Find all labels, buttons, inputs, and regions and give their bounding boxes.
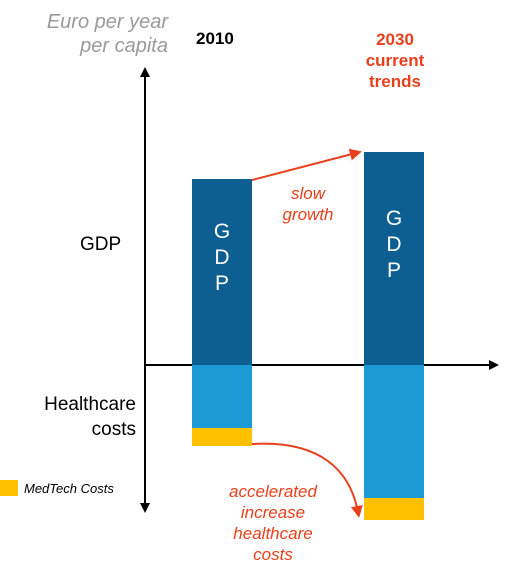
gdp-2010-letter-p: P	[214, 272, 229, 295]
year-2030-line3: trends	[369, 72, 421, 91]
healthcare-bar-2030	[364, 365, 424, 498]
y-axis-label-line2: per capita	[80, 35, 168, 57]
y-axis-label-line1: Euro per year	[46, 11, 168, 33]
slow-growth-annotation: slow growth	[266, 183, 350, 225]
slow-growth-line2: growth	[282, 205, 334, 224]
gdp-bar-2030	[364, 152, 424, 365]
gdp-axis-label: GDP	[80, 234, 122, 255]
gdp-2010-letter-d: D	[214, 246, 230, 269]
healthcare-label-line1: Healthcare	[44, 394, 136, 415]
year-2010-label: 2010	[196, 29, 234, 48]
year-2030-line2: current	[365, 51, 425, 70]
gdp-2030-letter-d: D	[386, 233, 402, 256]
accelerated-line4: costs	[253, 545, 293, 564]
gdp-2010-letter-g: G	[213, 220, 231, 243]
healthcare-axis-label: Healthcare costs	[10, 392, 136, 442]
medtech-bar-2010	[192, 428, 252, 446]
slow-growth-arrow	[251, 148, 362, 181]
gdp-bar-2010-text: G D P	[192, 219, 252, 297]
year-2030-line1: 2030	[376, 30, 414, 49]
year-2030-label: 2030 current trends	[340, 29, 450, 92]
accelerated-line1: accelerated	[229, 482, 317, 501]
gdp-bar-2030-text: G D P	[364, 206, 424, 284]
accelerated-line2: increase	[240, 503, 306, 522]
medtech-bar-2030	[364, 498, 424, 520]
healthcare-label-line2: costs	[91, 419, 136, 440]
accelerated-increase-arrow	[251, 442, 363, 518]
medtech-legend-swatch	[0, 480, 18, 496]
y-axis-label: Euro per year per capita	[38, 10, 168, 58]
slow-growth-line1: slow	[290, 184, 325, 203]
gdp-2030-letter-g: G	[385, 207, 403, 230]
gdp-2030-letter-p: P	[386, 259, 401, 282]
healthcare-bar-2010	[192, 365, 252, 428]
accelerated-increase-annotation: accelerated increase healthcare costs	[206, 481, 340, 565]
gdp-bar-2010	[192, 179, 252, 365]
medtech-legend-label: MedTech Costs	[24, 481, 114, 496]
accelerated-line3: healthcare	[233, 524, 313, 543]
